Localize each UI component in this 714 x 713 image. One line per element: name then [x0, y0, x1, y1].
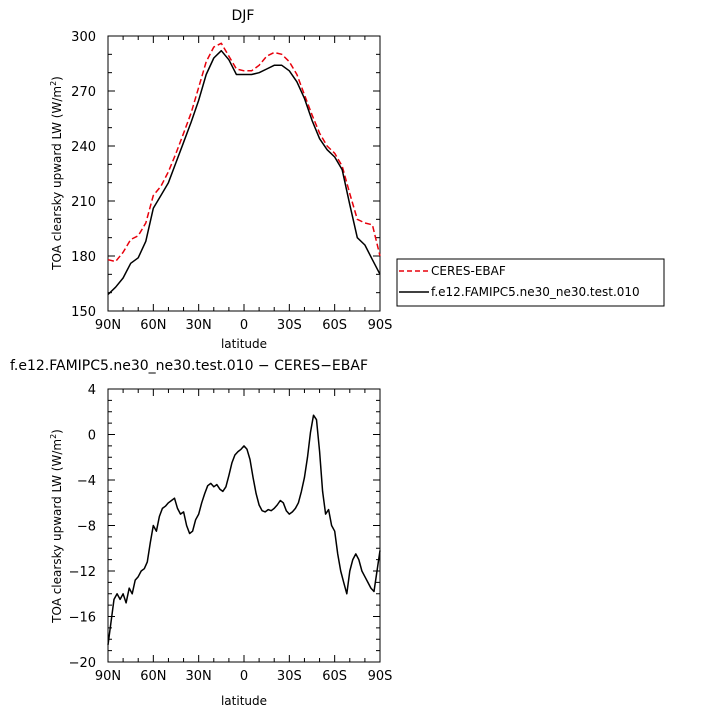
bottom-plot-x-tick-label: 90S: [368, 669, 393, 684]
bottom-plot-y-tick-labels: −20 −16 −12 −8 −4 0 4: [69, 383, 96, 671]
top-plot-y-axis-title: TOA clearsky upward LW (W/m2): [49, 76, 64, 271]
bottom-plot-y-tick-label: −8: [77, 520, 96, 535]
bottom-plot-x-tick-label: 60N: [140, 669, 166, 684]
bottom-plot-frame: [107, 388, 381, 663]
bottom-plot-title: f.e12.FAMIPC5.ne30_ne30.test.010 − CERES…: [10, 358, 368, 374]
bottom-plot-y-tick-label: −16: [69, 611, 96, 626]
bottom-plot-y-tick-label: 0: [88, 429, 96, 444]
top-plot-y-tick-label: 210: [71, 195, 96, 210]
bottom-plot-y-tick-label: −4: [77, 474, 96, 489]
bottom-plot-x-tick-label: 30N: [186, 669, 212, 684]
bottom-plot-x-tick-labels: 90N 60N 30N 0 30S 60S 90S: [95, 669, 393, 684]
top-plot-y-tick-label: 150: [71, 305, 96, 320]
top-plot-y-tick-labels: 150 180 210 240 270 300: [71, 30, 96, 320]
top-plot-x-tick-label: 30S: [277, 318, 302, 333]
top-plot-series-line-ceres-ebaf: [107, 42, 381, 263]
legend-box: [396, 258, 665, 307]
bottom-plot-y-axis-title: TOA clearsky upward LW (W/m2): [49, 429, 64, 624]
bottom-plot-y-tick-label: −20: [69, 656, 96, 671]
top-plot-y-tick-label: 240: [71, 140, 96, 155]
legend-label-model: f.e12.FAMIPC5.ne30_ne30.test.010: [431, 285, 640, 299]
bottom-plot-series: [107, 414, 381, 645]
legend: CERES-EBAF f.e12.FAMIPC5.ne30_ne30.test.…: [396, 258, 665, 307]
top-plot-x-tick-labels: 90N 60N 30N 0 30S 60S 90S: [95, 318, 393, 333]
bottom-plot-x-tick-label: 30S: [277, 669, 302, 684]
top-plot-x-tick-label: 60S: [322, 318, 347, 333]
bottom-plot-x-tick-label: 90N: [95, 669, 121, 684]
bottom-plot-x-tick-label: 60S: [322, 669, 347, 684]
top-plot-y-tick-label: 270: [71, 85, 96, 100]
top-plot-y-tick-label: 180: [71, 250, 96, 265]
top-plot-title: DJF: [232, 8, 255, 24]
bottom-plot-y-tick-label: 4: [88, 383, 96, 398]
bottom-plot-ticks: [107, 388, 381, 663]
top-plot-series-line-f-e12-famipc5-ne30-ne30-test-010: [107, 49, 381, 296]
top-plot-x-tick-label: 0: [240, 318, 248, 333]
top-plot-x-tick-label: 30N: [186, 318, 212, 333]
top-plot-x-tick-label: 60N: [140, 318, 166, 333]
bottom-plot-x-axis-title: latitude: [221, 694, 267, 708]
bottom-plot-series-line-difference: [107, 414, 381, 645]
bottom-plot-y-tick-label: −12: [69, 565, 96, 580]
top-plot-y-tick-label: 300: [71, 30, 96, 45]
top-plot-x-axis-title: latitude: [221, 337, 267, 351]
top-plot-ticks: [107, 35, 381, 312]
bottom-plot: f.e12.FAMIPC5.ne30_ne30.test.010 − CERES…: [10, 358, 392, 708]
top-plot-series: [107, 42, 381, 296]
top-plot-x-tick-label: 90S: [368, 318, 393, 333]
legend-label-ceres-ebaf: CERES-EBAF: [431, 264, 506, 278]
top-plot-x-tick-label: 90N: [95, 318, 121, 333]
top-plot-frame: [107, 35, 381, 312]
bottom-plot-x-tick-label: 0: [240, 669, 248, 684]
